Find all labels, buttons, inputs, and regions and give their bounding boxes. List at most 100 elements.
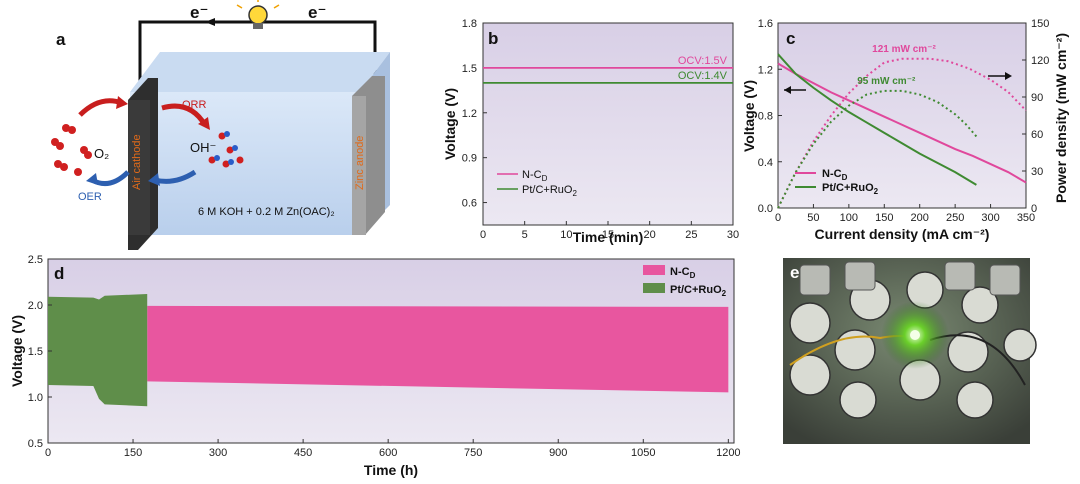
chart-d-xtick-label: 900	[549, 447, 567, 459]
chart-b-legend: N-CD Pt/C+RuO2	[497, 169, 577, 198]
chart-d-xtick-label: 1050	[631, 447, 655, 459]
chart-d-cycling-band-2	[48, 293, 148, 407]
chart-c-ytick-label: 1.6	[758, 18, 773, 30]
chart-b: b 0.6 0.9 1.2 1.5 1.8 0 5 10 15 20 25 30 OCV:1.5V O…	[442, 18, 739, 245]
chart-c-y2tick-label: 150	[1031, 18, 1049, 30]
chart-c-right-axis-arrow-icon	[988, 72, 1012, 80]
electrolyte-label: 6 M KOH + 0.2 M Zn(OAC)₂	[198, 206, 335, 218]
chart-b-ytick-label: 1.5	[462, 63, 477, 75]
chart-c-y2label: Power density (mW cm⁻²)	[1053, 33, 1069, 203]
chart-c-left-axis-arrow-icon	[784, 86, 806, 94]
chart-b-xtick-label: 25	[685, 229, 697, 241]
chart-c-y2tick-label: 30	[1031, 166, 1043, 178]
chart-c-xtick-label: 150	[875, 212, 893, 224]
chart-c-xlabel: Current density (mA cm⁻²)	[815, 226, 990, 242]
o2-in-arrow-icon	[78, 98, 123, 117]
chart-c-letter: c	[786, 29, 795, 48]
chart-d-xtick-label: 1200	[716, 447, 740, 459]
cathode-label: Air cathode	[131, 134, 143, 190]
chart-c: c 0.0 0.4 0.8 1.2 1.6 0 30 60 90 120 150 0 50 100 15…	[741, 18, 1069, 242]
chart-b-xtick-label: 30	[727, 229, 739, 241]
chart-c-xtick-label: 350	[1017, 212, 1035, 224]
orr-label: ORR	[182, 99, 207, 111]
chart-c-y2tick-label: 90	[1031, 92, 1043, 104]
led-icon	[910, 330, 920, 340]
battery-clips-icon	[799, 261, 1021, 296]
chart-d-xtick-label: 450	[294, 447, 312, 459]
electron-label-right: e⁻	[308, 3, 326, 22]
panel-e-letter: e	[790, 263, 799, 282]
chart-b-ytick-label: 0.9	[462, 153, 477, 165]
coaster-badges-icon	[789, 271, 1037, 419]
tank-top	[130, 52, 390, 92]
chart-c-xtick-label: 200	[911, 212, 929, 224]
chart-b-xtick-label: 5	[522, 229, 528, 241]
chart-c-ytick-label: 1.2	[758, 64, 773, 76]
chart-c-xtick-label: 50	[807, 212, 819, 224]
chart-b-legend-2: Pt/C+RuO2	[522, 184, 577, 198]
chart-d-letter: d	[54, 264, 64, 283]
chart-c-peak-label-4: 95 mW cm⁻²	[857, 76, 916, 87]
chart-d-xtick-label: 600	[379, 447, 397, 459]
chart-d-ytick-label: 0.5	[28, 438, 43, 450]
chart-d-ytick-label: 1.5	[28, 346, 43, 358]
chart-b-letter: b	[488, 29, 498, 48]
oer-label: OER	[78, 191, 102, 203]
chart-d-xtick-label: 150	[124, 447, 142, 459]
anode-label: Zinc anode	[354, 136, 366, 190]
chart-d: d 0.5 1.0 1.5 2.0 2.5 0 150 300 450 600 750 900 105…	[9, 254, 741, 478]
chart-c-xtick-label: 100	[840, 212, 858, 224]
chart-d-ytick-label: 2.0	[28, 300, 43, 312]
chart-d-xtick-label: 750	[464, 447, 482, 459]
panel-a-letter: a	[56, 30, 66, 49]
chart-b-ylabel: Voltage (V)	[442, 88, 458, 160]
chart-d-xlabel: Time (h)	[364, 462, 418, 478]
chart-c-legend-2: Pt/C+RuO2	[822, 182, 879, 196]
chart-c-power-line-4	[777, 89, 978, 209]
chart-c-ylabel: Voltage (V)	[741, 80, 757, 152]
light-bulb-icon	[236, 0, 280, 29]
chart-b-ytick-label: 1.2	[462, 108, 477, 120]
chart-d-legend: N-CD Pt/C+RuO2	[643, 265, 727, 298]
o2-label: O₂	[94, 146, 109, 161]
o2-molecules-icon	[51, 124, 92, 176]
electron-arrow-left-icon	[205, 18, 215, 26]
chart-d-xtick-label: 0	[45, 447, 51, 459]
chart-c-power-line-3	[777, 57, 1027, 209]
chart-b-xtick-label: 0	[480, 229, 486, 241]
chart-c-y2tick-label: 0	[1031, 203, 1037, 215]
chart-c-y2tick-label: 60	[1031, 129, 1043, 141]
chart-d-legend-1: N-CD	[670, 266, 696, 280]
chart-c-legend-1: N-CD	[822, 168, 848, 182]
electron-label-left: e⁻	[190, 3, 208, 22]
chart-d-ylabel: Voltage (V)	[9, 315, 25, 387]
chart-d-ytick-label: 2.5	[28, 254, 43, 266]
chart-b-xlabel: Time (min)	[573, 229, 644, 245]
chart-d-cycling-band-1	[147, 305, 729, 393]
panel-e-photo: e	[783, 258, 1037, 444]
chart-c-y2tick-label: 120	[1031, 55, 1049, 67]
chart-c-voltage-line-1	[777, 62, 1027, 184]
hydroxide-ions-icon	[208, 131, 244, 168]
chart-c-xtick-label: 300	[981, 212, 999, 224]
chart-c-ytick-label: 0.0	[758, 203, 773, 215]
oh-label: OH⁻	[190, 140, 216, 155]
chart-b-xtick-label: 20	[644, 229, 656, 241]
chart-b-xtick-label: 10	[560, 229, 572, 241]
chart-c-xtick-label: 250	[946, 212, 964, 224]
chart-b-xtick-label: 15	[602, 229, 614, 241]
chart-b-ytick-label: 0.6	[462, 198, 477, 210]
chart-b-ocv-annotation-2: OCV:1.4V	[678, 70, 728, 82]
chart-c-ytick-label: 0.8	[758, 111, 773, 123]
chart-b-legend-1: N-CD	[522, 169, 548, 183]
chart-b-plot-area	[482, 22, 734, 226]
chart-c-peak-label-3: 121 mW cm⁻²	[872, 44, 936, 55]
chart-b-ocv-annotation-1: OCV:1.5V	[678, 55, 728, 67]
chart-c-legend: N-CD Pt/C+RuO2	[795, 168, 879, 196]
chart-c-xtick-label: 0	[775, 212, 781, 224]
tank-front	[130, 92, 360, 235]
chart-b-ytick-label: 1.8	[462, 18, 477, 30]
chart-d-legend-2: Pt/C+RuO2	[670, 284, 727, 298]
chart-c-ytick-label: 0.4	[758, 157, 773, 169]
